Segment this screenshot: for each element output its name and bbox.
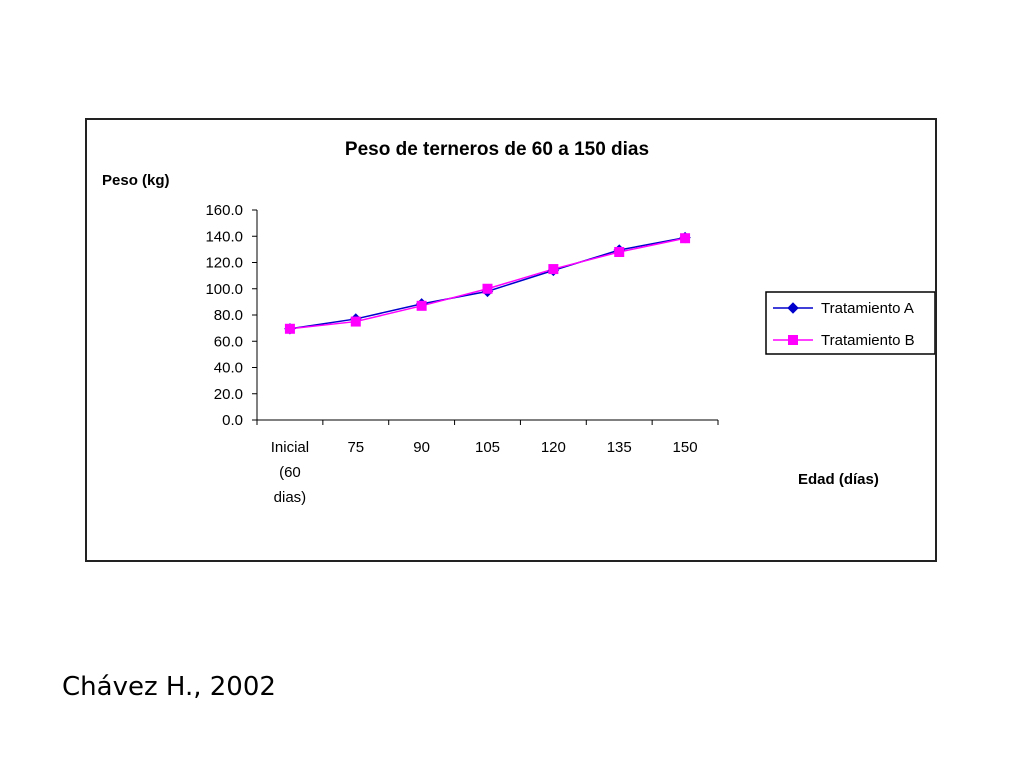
x-tick-label: 150 (673, 439, 698, 456)
legend-marker-1 (787, 302, 799, 314)
y-tick-label: 140.0 (205, 228, 243, 245)
data-point-series-2 (614, 247, 625, 257)
y-axis-title: Peso (kg) (102, 172, 170, 189)
y-tick-label: 40.0 (214, 360, 243, 377)
x-tick-label: 90 (413, 439, 430, 456)
data-point-series-2 (482, 283, 493, 294)
plot-area: 0.0 20.0 40.0 60.0 80.0 100.0 120.0 140.0 160.0 I… (205, 202, 719, 506)
series-line-2 (289, 237, 686, 330)
x-tick-label: 120 (541, 439, 566, 456)
x-tick-label: 105 (475, 439, 500, 456)
citation: Chávez H., 2002 (62, 672, 276, 702)
chart-title: Peso de terneros de 60 a 150 dias (345, 139, 649, 160)
x-tick-label: 135 (607, 439, 632, 456)
chart-frame: Peso de terneros de 60 a 150 dias Peso (… (85, 118, 937, 562)
y-tick-label: 160.0 (205, 202, 243, 219)
legend-label-1: Tratamiento A (821, 300, 914, 317)
x-axis-title: Edad (días) (798, 471, 879, 488)
y-tick-label: 100.0 (205, 281, 243, 298)
y-tick-label: 60.0 (214, 333, 243, 350)
y-tick-label: 20.0 (214, 386, 243, 403)
line-chart: Peso de terneros de 60 a 150 dias Peso (… (102, 139, 935, 506)
data-point-series-2 (548, 264, 559, 275)
y-tick-label: 0.0 (222, 412, 243, 429)
y-tick-label: 80.0 (214, 307, 243, 324)
data-point-series-2 (350, 316, 361, 327)
y-tick-label: 120.0 (205, 255, 243, 272)
legend-label-2: Tratamiento B (821, 332, 915, 349)
x-tick-label: 75 (347, 439, 364, 456)
x-tick-label: Inicial (60 dias) (271, 439, 309, 506)
data-point-series-2 (284, 323, 295, 334)
data-point-series-2 (680, 233, 691, 244)
data-point-series-2 (416, 300, 427, 311)
legend-marker-2 (788, 335, 798, 345)
legend: Tratamiento A Tratamiento B (765, 291, 935, 355)
